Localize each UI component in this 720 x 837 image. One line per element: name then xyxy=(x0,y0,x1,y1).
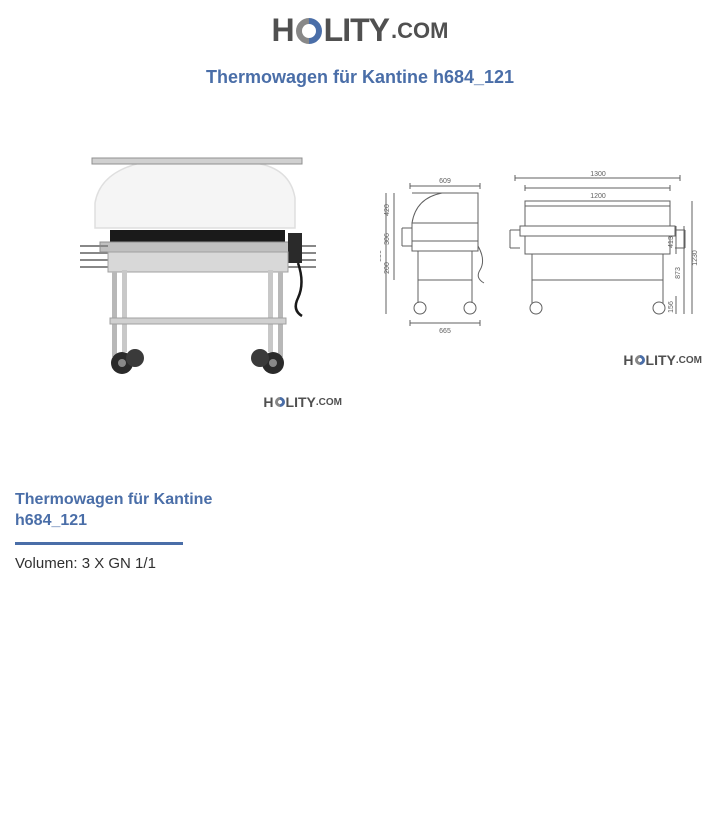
info-block: Thermowagen für Kantine h684_121 Volumen… xyxy=(15,490,315,572)
product-title: Thermowagen für Kantine h684_121 xyxy=(0,67,720,88)
svg-text:420: 420 xyxy=(384,204,391,216)
diagram-watermark: H LITY .COM xyxy=(623,352,702,368)
wm2-h: H xyxy=(623,352,633,368)
info-title-line1: Thermowagen für Kantine xyxy=(15,490,315,511)
wm2-com: .COM xyxy=(676,355,702,366)
wm2-lity: LITY xyxy=(646,352,676,368)
svg-text:156: 156 xyxy=(668,301,675,313)
wm-com: .COM xyxy=(316,397,342,408)
svg-text:665: 665 xyxy=(439,328,451,335)
svg-text:609: 609 xyxy=(439,178,451,185)
logo-suffix: .COM xyxy=(391,18,448,44)
wm-lity: LITY xyxy=(286,394,316,410)
svg-text:1230: 1230 xyxy=(692,250,699,266)
dimension-diagram: 609 xyxy=(380,168,700,368)
wm-o-icon xyxy=(272,395,286,409)
svg-text:836: 836 xyxy=(380,250,383,262)
header: H LITY .COM Thermowagen für Kantine h684… xyxy=(0,0,720,88)
svg-text:1300: 1300 xyxy=(590,171,606,178)
wm2-o-icon xyxy=(632,353,646,367)
logo-letter-h: H xyxy=(272,12,294,49)
svg-text:200: 200 xyxy=(384,262,391,274)
info-divider xyxy=(15,542,183,545)
cart-illustration xyxy=(40,138,320,398)
svg-text:873: 873 xyxy=(675,267,682,279)
photo-watermark: H LITY .COM xyxy=(263,394,342,410)
logo-text-lity: LITY xyxy=(324,12,389,49)
svg-text:306: 306 xyxy=(384,233,391,245)
brand-logo: H LITY .COM xyxy=(272,12,449,49)
svg-text:413: 413 xyxy=(668,236,675,248)
technical-diagram-box: 609 xyxy=(370,118,710,418)
wm-h: H xyxy=(263,394,273,410)
images-row: H LITY .COM 609 xyxy=(0,88,720,418)
product-photo-box: H LITY .COM xyxy=(10,118,350,418)
logo-o-icon xyxy=(290,12,327,49)
info-spec: Volumen: 3 X GN 1/1 xyxy=(15,555,315,572)
info-title-line2: h684_121 xyxy=(15,511,315,532)
svg-text:1200: 1200 xyxy=(590,193,606,200)
